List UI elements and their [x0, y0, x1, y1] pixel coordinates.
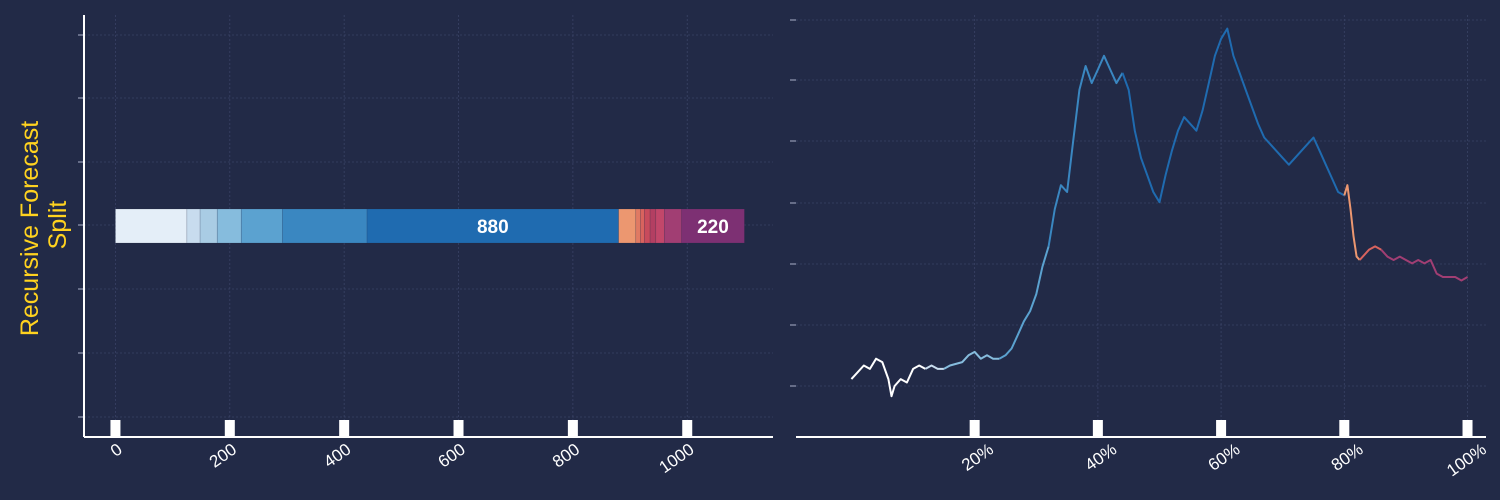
bar-segment-1: [186, 208, 201, 244]
y-axis-label-line-2: Split: [44, 201, 72, 250]
x-tick-mark: [1462, 420, 1473, 437]
x-tick-label: 200: [206, 440, 240, 472]
right-gridlines: [790, 15, 1486, 437]
series-line-3: [998, 246, 1050, 360]
x-tick-label: 60%: [1205, 440, 1244, 475]
series-line-1: [924, 364, 944, 370]
x-tick-mark: [224, 420, 235, 437]
bar-segment-8: [635, 208, 641, 244]
bar-segment-14: [681, 208, 745, 244]
x-tick-mark: [1339, 420, 1350, 437]
bar-segment-0: [115, 208, 188, 244]
x-tick-mark: [567, 420, 578, 437]
x-tick-mark: [682, 420, 693, 437]
bar-segment-4: [240, 208, 283, 244]
series-line-7: [1358, 245, 1382, 261]
x-tick-mark: [969, 420, 980, 437]
series-line-4: [1047, 54, 1124, 247]
series-line-5: [1121, 27, 1345, 204]
right-x-ticks: 20% 40% 60% 80% 100%: [958, 420, 1490, 480]
bar-segment-9: [640, 208, 645, 244]
bar-segment-13: [664, 208, 682, 244]
bar-segment-6: [366, 208, 619, 244]
x-tick-mark: [339, 420, 350, 437]
bar-segment-12: [655, 208, 665, 244]
x-tick-label: 0: [107, 440, 126, 461]
y-axis-label: Recursive Forecast Split: [16, 114, 72, 336]
series-line-8: [1380, 249, 1468, 282]
left-x-ticks: 0 200 400 600 800 1000: [107, 420, 698, 477]
segment-label-6: 880: [477, 217, 509, 238]
x-tick-label: 20%: [958, 440, 997, 475]
bar-segment-2: [199, 208, 218, 244]
x-tick-label: 1000: [656, 440, 698, 477]
line-series: [850, 27, 1468, 398]
series-line-6: [1343, 184, 1361, 261]
x-tick-label: 40%: [1081, 440, 1120, 475]
x-tick-label: 400: [320, 440, 354, 472]
left-axes: [83, 15, 773, 438]
x-tick-label: 600: [435, 440, 469, 472]
series-line-0: [850, 357, 926, 398]
x-tick-label: 80%: [1328, 440, 1367, 475]
bar-segment-3: [216, 208, 242, 244]
bar-segment-11: [649, 208, 657, 244]
x-tick-mark: [110, 420, 121, 437]
x-tick-mark: [453, 420, 464, 437]
bar-segment-7: [618, 208, 637, 244]
series-line-2: [943, 350, 1000, 370]
bar-segment-10: [644, 208, 651, 244]
x-tick-label: 800: [549, 440, 583, 472]
x-tick-mark: [1092, 420, 1103, 437]
segment-label-14: 220: [697, 217, 729, 238]
x-tick-label: 100%: [1443, 440, 1490, 481]
y-axis-label-line-1: Recursive Forecast: [16, 121, 44, 336]
stacked-bar: 880 220: [115, 208, 745, 244]
x-tick-mark: [1216, 420, 1227, 437]
bar-segment-5: [282, 208, 368, 244]
